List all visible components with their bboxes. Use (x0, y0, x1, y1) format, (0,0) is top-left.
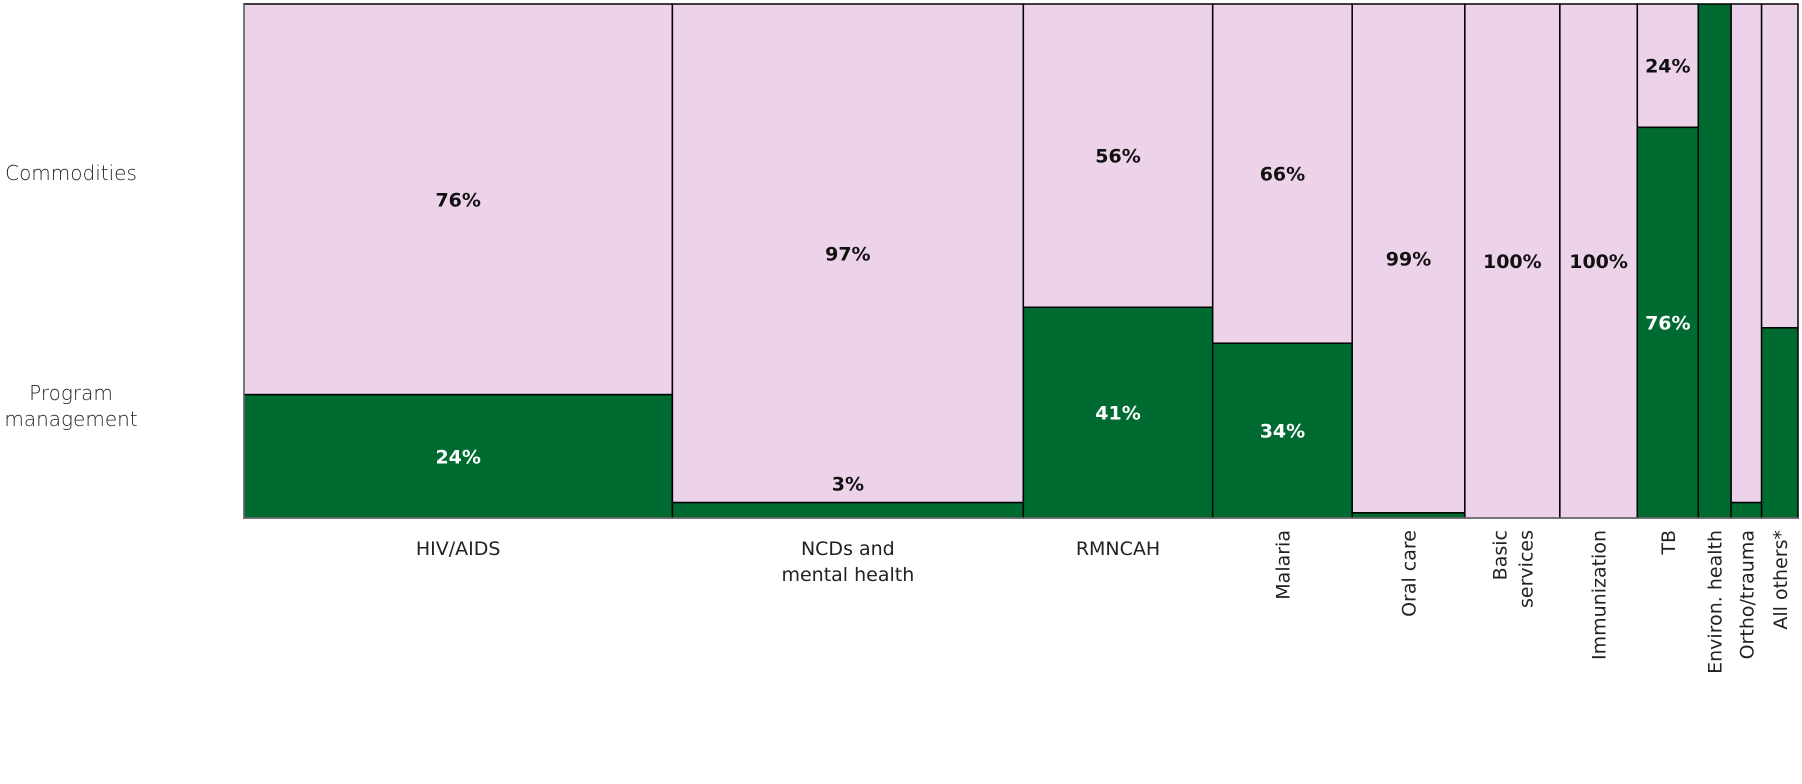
row-label-program-management-line1: Program (29, 381, 113, 405)
value-label-program-tb: 76% (1645, 313, 1690, 335)
category-label-malaria: Malaria (1272, 530, 1294, 600)
bar-program-ncds-and-mental-health (671, 501, 1025, 519)
value-label-commodities-rmncah: 56% (1095, 146, 1140, 168)
category-label-oral-care: Oral care (1399, 530, 1421, 617)
bar-program-malaria (1211, 342, 1353, 519)
value-label-commodities-immunization: 100% (1569, 251, 1628, 273)
category-label-ncds-and-mental-health-line1: NCDs and (801, 538, 895, 560)
row-label-program-management-line2: management (4, 407, 138, 431)
value-label-commodities-basic-services: 100% (1483, 251, 1542, 273)
category-label-hiv-aids: HIV/AIDS (416, 538, 501, 560)
bar-program-oral-care (1351, 512, 1466, 519)
bar-commodities-tb (1636, 3, 1700, 129)
value-label-program-ncds-and-mental-health: 3% (832, 474, 864, 496)
category-label-all-others: All others* (1770, 530, 1792, 630)
bar-commodities-ortho-trauma (1730, 3, 1763, 504)
category-label-tb: TB (1658, 530, 1680, 556)
row-label-program-management: Program management (0, 380, 142, 432)
category-label-rmncah: RMNCAH (1076, 538, 1160, 560)
category-label-basic-services-line2: services (1515, 530, 1537, 608)
bar-commodities-malaria (1211, 3, 1353, 344)
category-label-environ-health: Environ. health (1705, 530, 1727, 674)
value-label-commodities-ncds-and-mental-health: 97% (825, 243, 870, 265)
value-label-commodities-hiv-aids: 76% (435, 189, 480, 211)
bar-program-ortho-trauma (1730, 501, 1763, 519)
bar-commodities-ncds-and-mental-health (671, 3, 1025, 504)
category-label-ncds-and-mental-health-line2: mental health (781, 564, 914, 586)
value-label-program-hiv-aids: 24% (435, 446, 480, 468)
bar-commodities-immunization (1559, 3, 1639, 519)
bar-commodities-all-others (1760, 3, 1799, 329)
category-label-basic-services-line1: Basic (1489, 530, 1511, 580)
category-label-ortho-trauma: Ortho/trauma (1736, 530, 1758, 659)
value-label-program-rmncah: 41% (1095, 403, 1140, 425)
value-label-commodities-tb: 24% (1645, 56, 1690, 78)
category-label-immunization: Immunization (1589, 530, 1611, 660)
row-label-commodities: Commodities (5, 161, 137, 185)
bar-commodities-basic-services (1464, 3, 1561, 519)
bar-program-environ-health (1697, 3, 1732, 519)
value-label-commodities-oral-care: 99% (1386, 248, 1431, 270)
value-label-commodities-malaria: 66% (1260, 164, 1305, 186)
value-label-program-malaria: 34% (1260, 421, 1305, 443)
bar-commodities-oral-care (1351, 3, 1466, 514)
bar-program-all-others (1760, 327, 1799, 519)
